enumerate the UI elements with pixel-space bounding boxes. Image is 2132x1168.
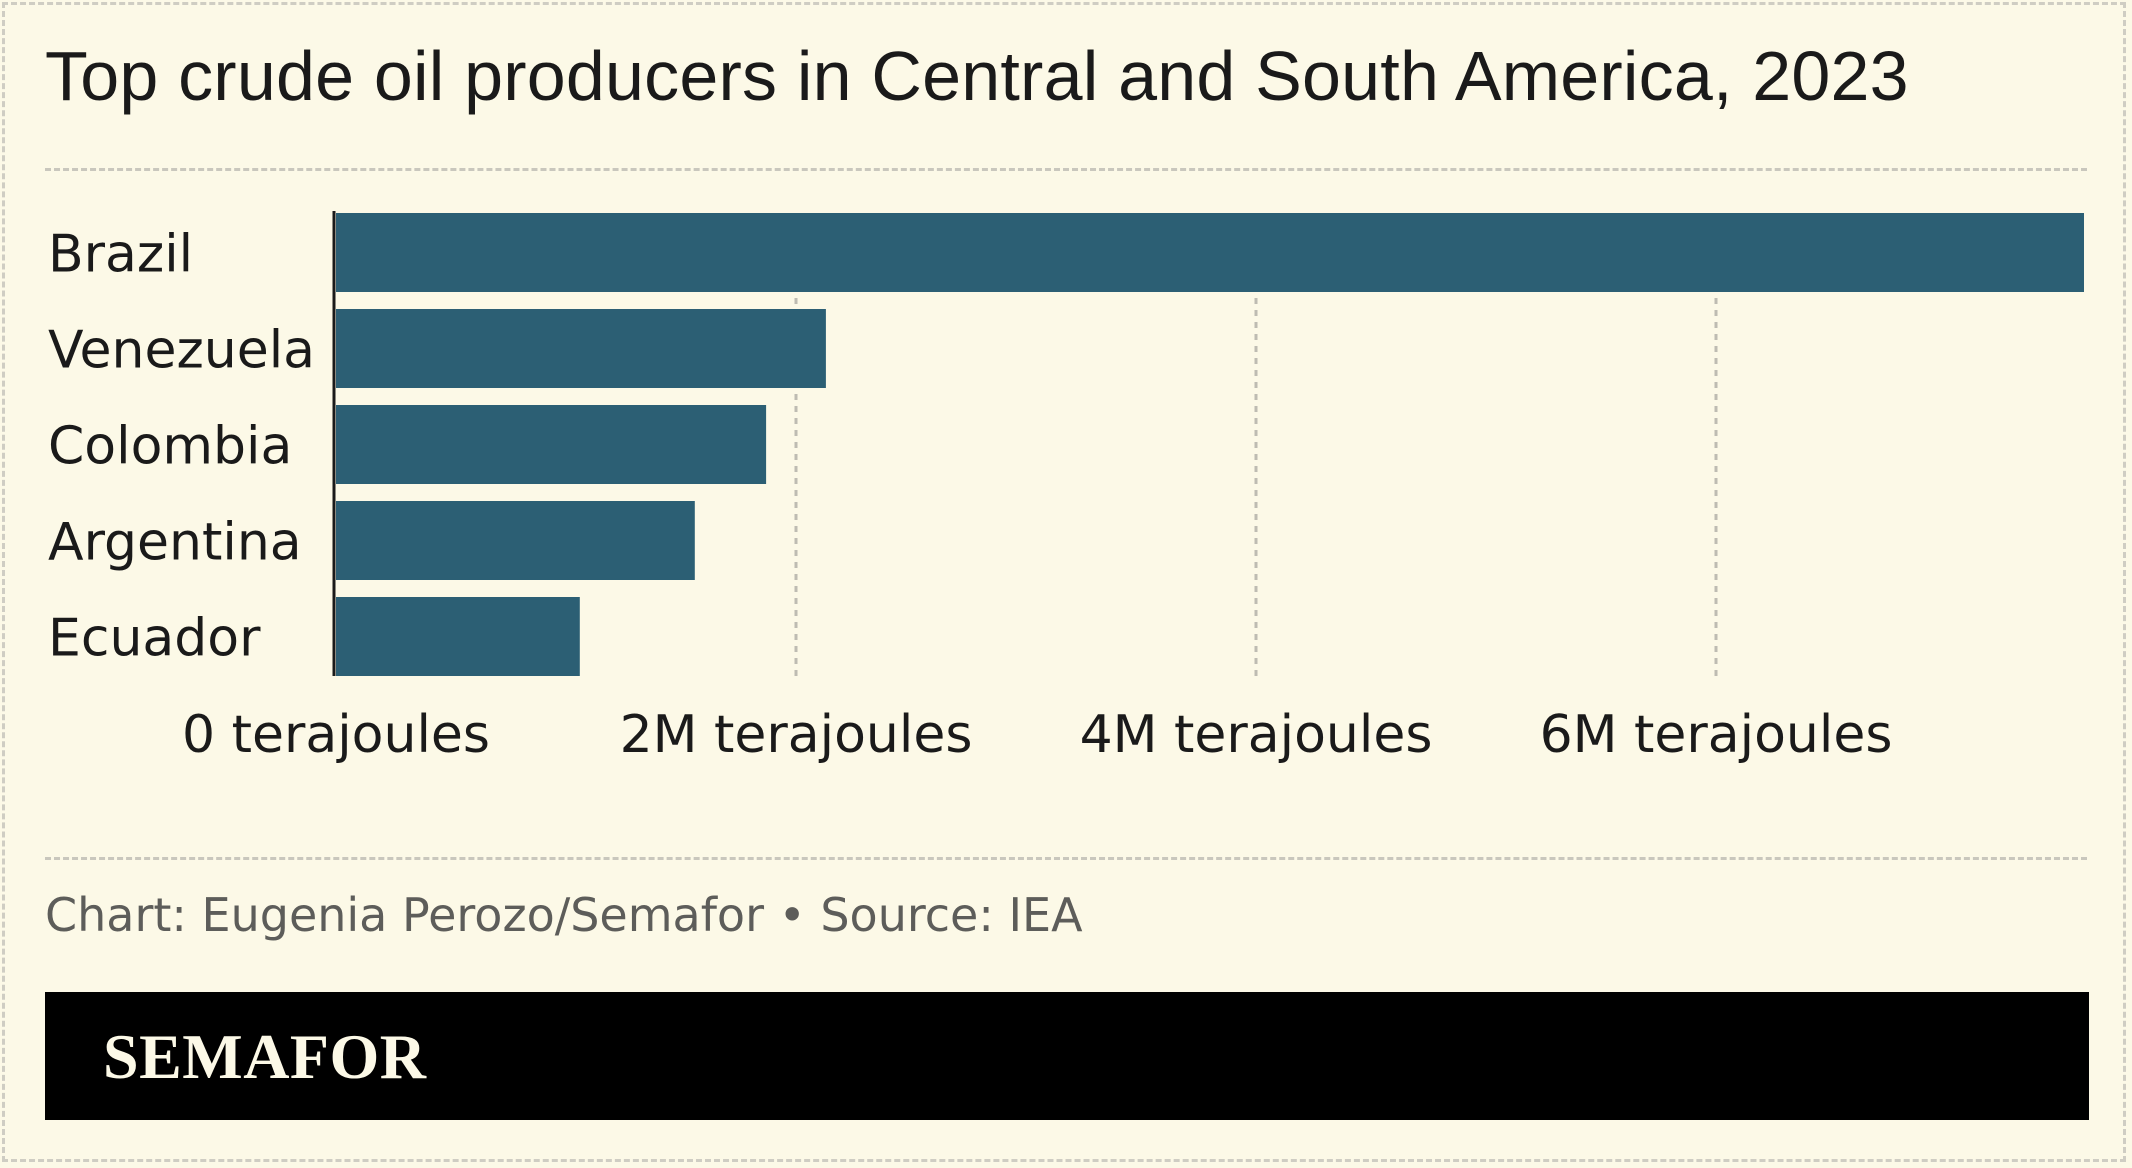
semafor-logo[interactable]: SEMAFOR (103, 1021, 427, 1092)
tick-label: 0 terajoules (182, 705, 490, 765)
gridlines (794, 298, 1718, 676)
category-labels: Brazil Venezuela Colombia Argentina Ecuador (48, 225, 315, 669)
category-label: Venezuela (48, 321, 315, 381)
bar (336, 501, 695, 580)
bar (336, 597, 580, 676)
category-label: Colombia (48, 417, 292, 477)
source-credit: Chart: Eugenia Perozo/Semafor • Source: … (45, 888, 1083, 942)
brand-footer: SEMAFOR (45, 992, 2089, 1120)
tick-label: 4M terajoules (1080, 705, 1433, 765)
tick-label: 6M terajoules (1540, 705, 1893, 765)
chart-title: Top crude oil producers in Central and S… (45, 37, 1909, 115)
bottom-divider (45, 857, 2087, 860)
bar (336, 213, 2084, 292)
category-label: Argentina (48, 513, 302, 573)
top-divider (45, 168, 2087, 171)
bar (336, 405, 767, 484)
bar-chart: BrazilVenezuelaColombiaArgentinaEcuador … (48, 211, 2084, 765)
tick-labels: 0 terajoules 2M terajoules 4M terajoules 6M… (182, 705, 1892, 765)
category-label: Brazil (48, 225, 193, 285)
category-label: Ecuador (48, 609, 261, 669)
bar (336, 309, 826, 388)
tick-label: 2M terajoules (620, 705, 973, 765)
bars (336, 213, 2084, 676)
